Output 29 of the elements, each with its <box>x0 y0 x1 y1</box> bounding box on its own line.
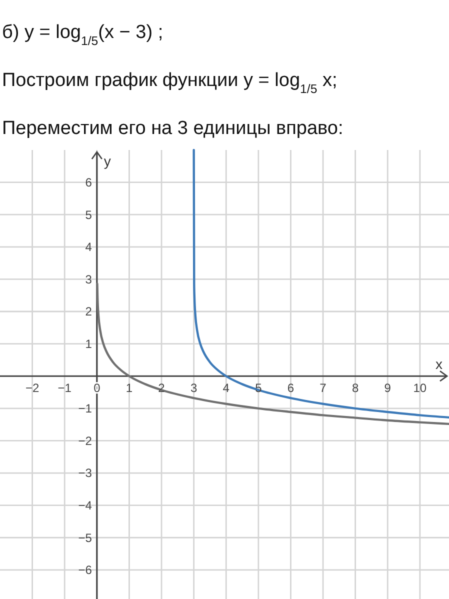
x-tick-label: 7 <box>320 381 327 396</box>
x-tick-label: 6 <box>287 381 294 396</box>
x-tick-label: 10 <box>413 381 427 396</box>
line-series <box>96 282 449 426</box>
x-tick-label: 9 <box>384 381 392 396</box>
x-tick-label: −1 <box>58 381 72 396</box>
x-tick-label: −2 <box>25 381 40 396</box>
y-tick-label: −4 <box>78 498 92 513</box>
y-tick-label: −3 <box>78 466 92 480</box>
y-tick-label: 1 <box>85 337 92 352</box>
x-tick-label: 1 <box>126 381 133 396</box>
y-tick-label: 3 <box>85 272 92 286</box>
y-tick-label: −2 <box>78 434 92 448</box>
x-tick-label: 8 <box>352 381 359 396</box>
line-series <box>192 148 449 419</box>
text: Переместим его на 3 единицы вправо: <box>2 118 344 139</box>
chart-subtitle: Построим график функции y = log$_{1/5}$ x; <box>2 70 338 96</box>
y-tick-label: 5 <box>85 208 92 222</box>
y-tick-label: −5 <box>78 530 92 545</box>
y-axis-title: y <box>104 153 111 169</box>
chart-title: б) y = log$_{1/5}$(x − 3) ; <box>2 22 164 48</box>
x-tick-label: 3 <box>190 381 198 396</box>
y-tick-label: −1 <box>78 402 92 416</box>
y-tick-label: −6 <box>78 563 92 578</box>
x-tick-label: 4 <box>222 381 230 396</box>
y-tick-label: 6 <box>85 176 92 190</box>
x-axis-title: x <box>436 356 442 372</box>
y-tick-label: 4 <box>85 240 92 254</box>
y-tick-label: 2 <box>85 304 92 319</box>
